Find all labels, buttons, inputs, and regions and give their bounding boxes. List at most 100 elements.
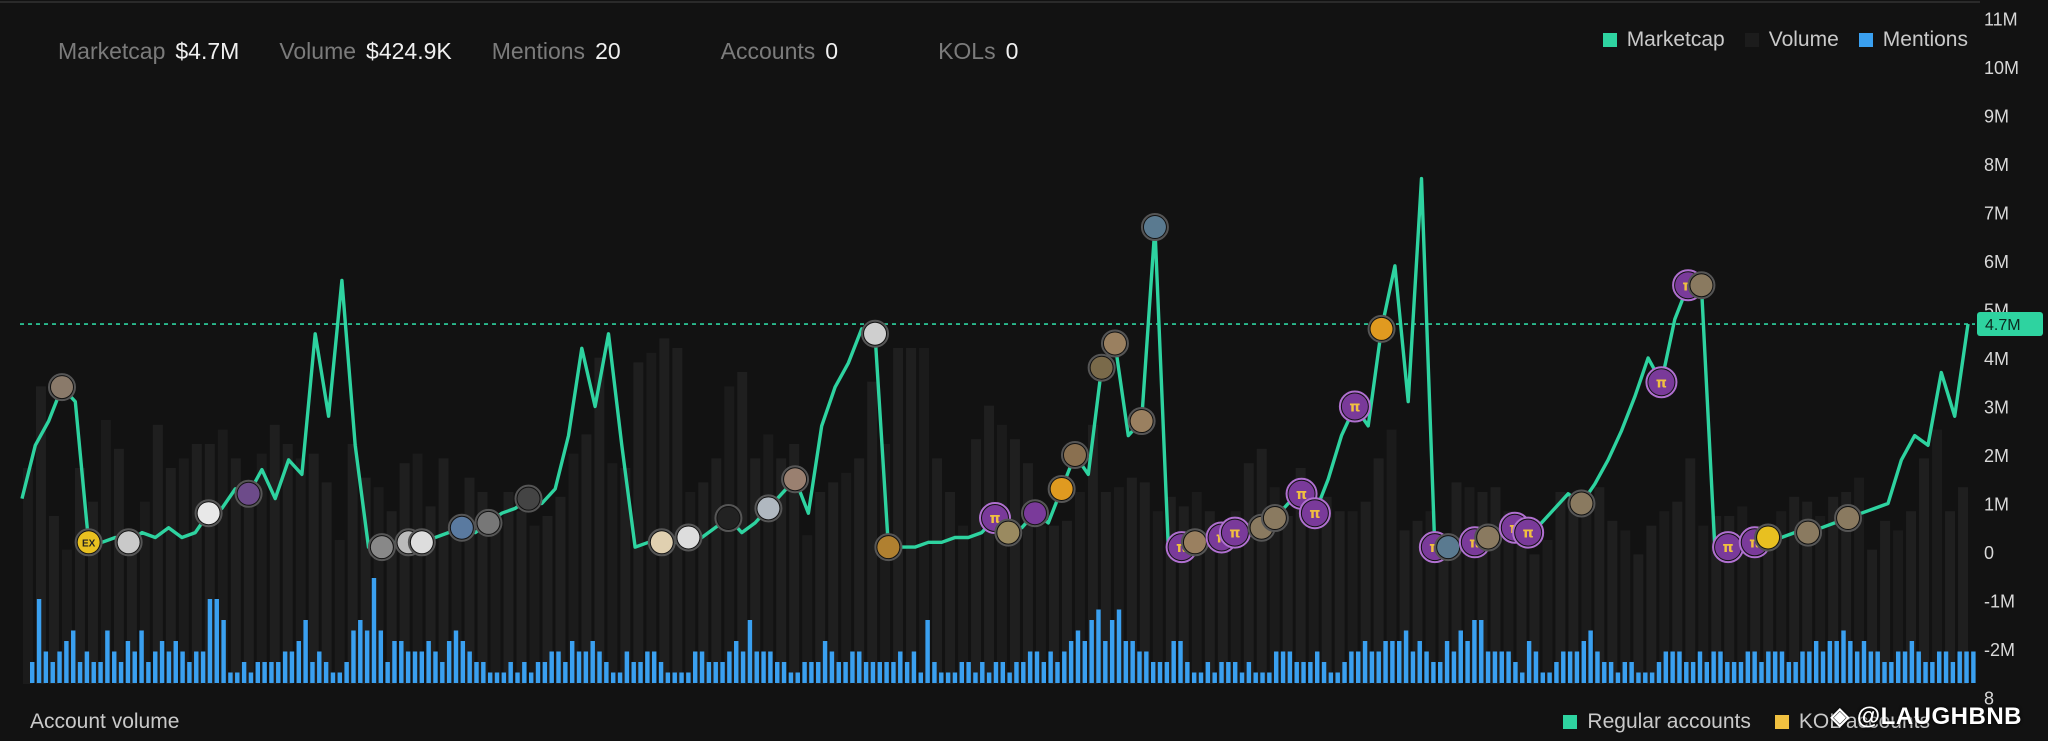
- mentions-bar: [973, 672, 978, 683]
- account-avatar: [474, 508, 503, 537]
- mentions-bar: [1670, 651, 1675, 683]
- mentions-bar: [569, 641, 575, 683]
- volume-bar: [1802, 501, 1813, 684]
- mentions-bar: [617, 672, 623, 683]
- volume-bar: [1386, 429, 1397, 684]
- mentions-bar: [679, 672, 684, 683]
- mentions-bar: [474, 662, 479, 683]
- mentions-bar: [1711, 651, 1716, 683]
- volume-bar: [841, 472, 852, 684]
- account-avatar: [781, 465, 810, 494]
- mentions-bar: [1472, 620, 1477, 683]
- mentions-bar: [1602, 662, 1607, 683]
- volume-bar: [360, 477, 371, 684]
- volume-bar: [1737, 506, 1748, 684]
- mentions-bar: [1403, 630, 1409, 683]
- volume-bar: [1841, 492, 1852, 684]
- mentions-bar: [665, 672, 671, 683]
- mentions-bar: [1212, 672, 1217, 683]
- account-avatar-pi: π: [1218, 516, 1251, 549]
- volume-bar: [1048, 525, 1059, 684]
- volume-bar: [1087, 424, 1098, 684]
- kol-badge: [1754, 523, 1783, 552]
- account-avatar: [1180, 528, 1209, 557]
- volume-bar: [1776, 511, 1787, 684]
- volume-bar: [1906, 511, 1917, 684]
- volume-bar: [1945, 511, 1956, 684]
- legend-volume[interactable]: Volume: [1744, 28, 1839, 52]
- mentions-bar: [699, 651, 705, 683]
- mentions-bar: [1520, 672, 1525, 683]
- volume-bar: [945, 492, 956, 684]
- mentions-bar: [911, 651, 917, 683]
- mentions-bar: [1007, 672, 1012, 683]
- mentions-bar: [1629, 662, 1634, 683]
- mentions-bar: [269, 662, 274, 683]
- kol-badge: [1047, 474, 1076, 503]
- volume-bar: [1269, 487, 1280, 684]
- volume-bar: [321, 482, 332, 684]
- volume-bar: [1022, 463, 1033, 684]
- volume-bar: [1581, 511, 1592, 684]
- volume-bar: [1854, 477, 1865, 684]
- mentions-bar: [255, 662, 260, 683]
- marker-glyph: π: [989, 511, 1000, 527]
- marker-fill: [784, 468, 807, 491]
- mentions-bar: [706, 662, 712, 683]
- mentions-bar: [1936, 651, 1942, 683]
- legend-marketcap[interactable]: Marketcap: [1602, 28, 1725, 52]
- kol-badge: EX: [74, 528, 103, 557]
- mentions-bar: [1950, 662, 1956, 683]
- volume-bar: [503, 492, 514, 684]
- legend-kol-accounts[interactable]: KOL accounts: [1774, 710, 1930, 734]
- y-tick-label: 8: [1984, 689, 1994, 709]
- mentions-bar: [1109, 620, 1115, 683]
- volume-bar: [373, 487, 384, 684]
- volume-bar: [776, 458, 787, 684]
- account-avatar: [874, 533, 903, 562]
- account-avatar: [1687, 271, 1716, 300]
- mentions-bar: [925, 620, 930, 683]
- marker-fill: [1103, 332, 1126, 355]
- volume-bar: [113, 448, 124, 684]
- stat-kols: KOLs 0: [938, 38, 1018, 65]
- volume-bar: [698, 482, 709, 684]
- mentions-bar: [1759, 662, 1764, 683]
- account-markers: EXπππππππππππππππ: [47, 213, 1863, 564]
- mentions-bar: [1786, 662, 1792, 683]
- mentions-bar: [918, 672, 923, 683]
- mentions-bar: [747, 620, 753, 683]
- mentions-bar: [1554, 662, 1559, 683]
- account-avatar: [674, 523, 703, 552]
- legend-mentions[interactable]: Mentions: [1858, 28, 1968, 52]
- volume-bar: [594, 357, 605, 684]
- volume-bar: [1672, 501, 1683, 684]
- mentions-bar: [64, 641, 69, 683]
- account-avatar-pi: π: [1298, 497, 1331, 530]
- mentions-bar: [1376, 651, 1381, 683]
- mentions-bar: [850, 651, 855, 683]
- mentions-bar: [1889, 662, 1894, 683]
- marker-glyph: π: [1296, 487, 1307, 503]
- mentions-bar: [200, 651, 206, 683]
- mentions-bar: [453, 630, 459, 683]
- mentions-bar: [1820, 651, 1826, 683]
- mentions-bar: [1144, 651, 1149, 683]
- mentions-bar: [1027, 651, 1033, 683]
- mentions-bar: [1772, 651, 1778, 683]
- marker-fill: [450, 516, 473, 539]
- mentions-bar: [241, 662, 247, 683]
- mentions-bar: [1137, 651, 1142, 683]
- mentions-bar: [1157, 662, 1163, 683]
- volume-bar: [1529, 554, 1540, 684]
- mentions-bar: [1280, 651, 1286, 683]
- mentions-bar: [1451, 651, 1457, 683]
- marker-fill: [1050, 477, 1073, 500]
- volume-bar: [347, 444, 358, 684]
- legend-regular-accounts[interactable]: Regular accounts: [1563, 710, 1751, 734]
- mentions-bar: [1895, 651, 1901, 683]
- mentions-bar: [1178, 641, 1183, 683]
- mentions-bar: [720, 662, 725, 683]
- volume-bar: [1451, 482, 1462, 684]
